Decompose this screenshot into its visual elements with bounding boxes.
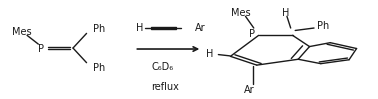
Text: H: H (136, 23, 144, 33)
Text: Ph: Ph (93, 24, 105, 34)
Text: Ph: Ph (317, 21, 329, 31)
Text: Mes: Mes (12, 27, 32, 37)
Text: Ph: Ph (93, 63, 105, 73)
Text: Ar: Ar (244, 85, 254, 95)
Text: P: P (249, 29, 255, 39)
Text: Mes: Mes (231, 8, 251, 18)
Text: reflux: reflux (151, 82, 179, 92)
Text: H: H (282, 8, 290, 18)
Text: Ar: Ar (195, 23, 205, 33)
Text: P: P (39, 44, 44, 55)
Text: H: H (206, 49, 214, 59)
Text: C₆D₆: C₆D₆ (151, 62, 174, 72)
